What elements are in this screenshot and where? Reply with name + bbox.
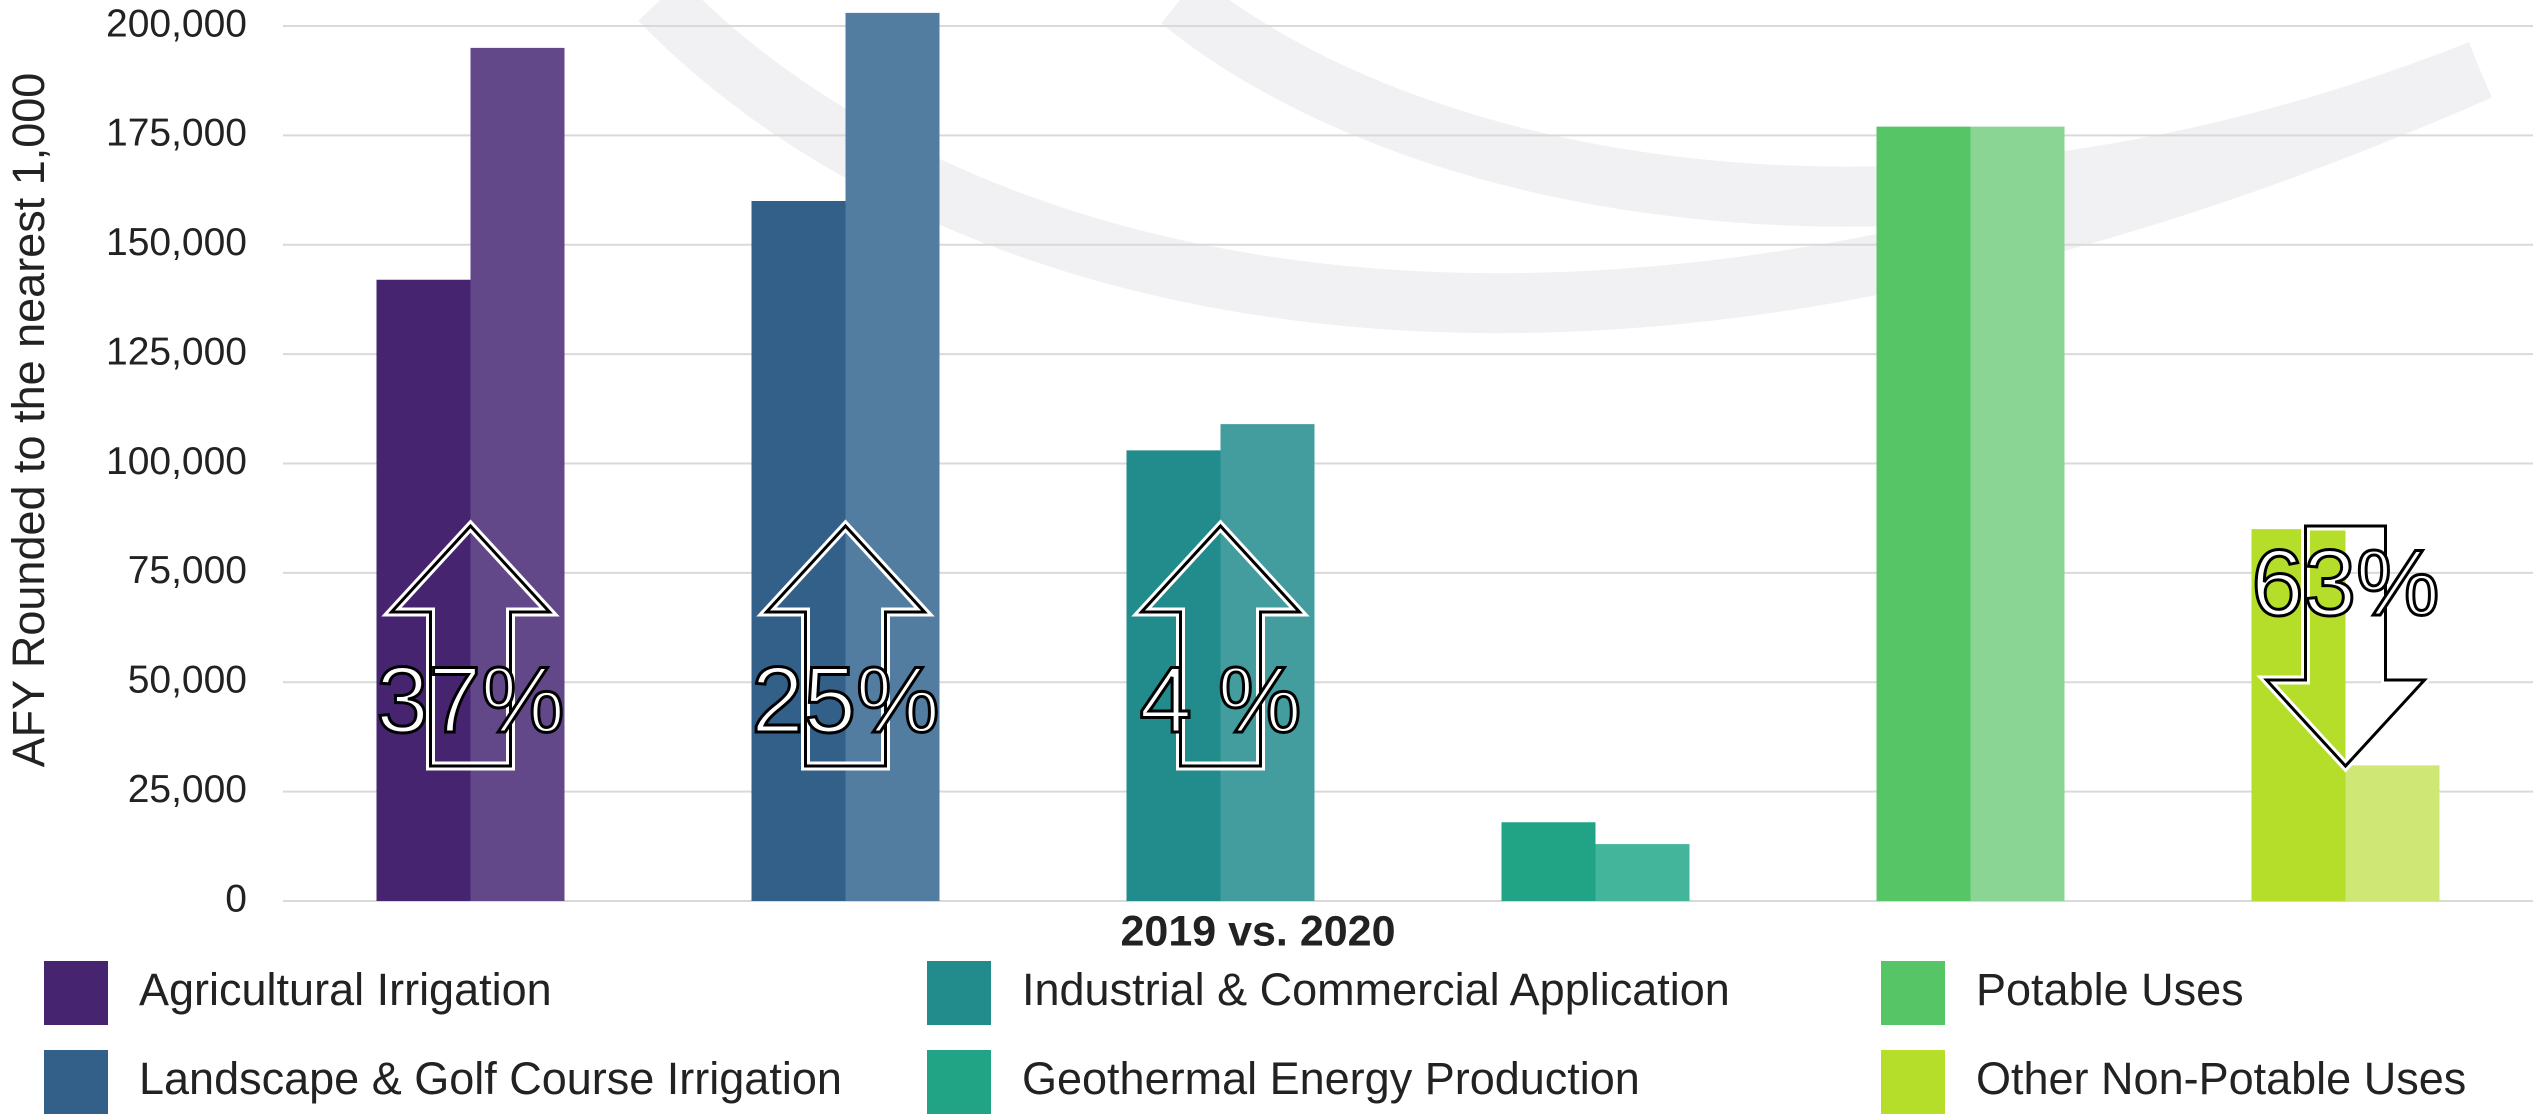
legend-label: Other Non-Potable Uses bbox=[1976, 1053, 2466, 1104]
bar bbox=[1595, 844, 1690, 901]
annotation-label: 37% bbox=[376, 647, 564, 752]
legend-label: Industrial & Commercial Application bbox=[1022, 964, 1730, 1015]
swoosh bbox=[1161, 0, 2492, 227]
annotation-label: 4 % bbox=[1140, 647, 1302, 752]
y-tick-label: 175,000 bbox=[106, 112, 247, 155]
annotation-arrow bbox=[388, 523, 553, 768]
y-tick-label: 125,000 bbox=[106, 330, 247, 373]
bar bbox=[1876, 126, 1971, 901]
y-tick-label: 150,000 bbox=[106, 221, 247, 264]
y-tick-label: 75,000 bbox=[128, 549, 247, 592]
legend-label: Geothermal Energy Production bbox=[1022, 1053, 1640, 1104]
legend-label: Landscape & Golf Course Irrigation bbox=[139, 1053, 842, 1104]
bar bbox=[1970, 126, 2065, 901]
y-tick-label: 100,000 bbox=[106, 440, 247, 483]
annotation-arrow bbox=[763, 523, 928, 768]
annotation-label: 63% bbox=[2251, 530, 2439, 635]
annotation-arrow bbox=[2263, 524, 2428, 769]
legend-swatch bbox=[927, 961, 991, 1025]
bar bbox=[2345, 765, 2440, 901]
bar bbox=[845, 12, 940, 901]
y-tick-label: 0 bbox=[225, 877, 247, 920]
annotation-arrow bbox=[1138, 523, 1303, 768]
x-axis-label: 2019 vs. 2020 bbox=[1121, 907, 1396, 955]
legend-label: Agricultural Irrigation bbox=[139, 964, 552, 1015]
bar bbox=[1126, 450, 1221, 901]
y-axis-label: AFY Rounded to the nearest 1,000 bbox=[3, 73, 54, 768]
y-tick-label: 200,000 bbox=[106, 2, 247, 45]
bar bbox=[751, 201, 846, 901]
legend-swatch bbox=[927, 1050, 991, 1114]
bar bbox=[1220, 424, 1315, 901]
legend-swatch bbox=[1881, 1050, 1945, 1114]
y-tick-label: 50,000 bbox=[128, 659, 247, 702]
bar bbox=[1501, 822, 1596, 901]
bar bbox=[470, 47, 565, 901]
y-tick-label: 25,000 bbox=[128, 768, 247, 811]
bar bbox=[376, 279, 471, 901]
annotation-label: 25% bbox=[751, 647, 939, 752]
legend-swatch bbox=[1881, 961, 1945, 1025]
legend-label: Potable Uses bbox=[1976, 964, 2244, 1015]
legend-swatch bbox=[44, 1050, 108, 1114]
legend-swatch bbox=[44, 961, 108, 1025]
